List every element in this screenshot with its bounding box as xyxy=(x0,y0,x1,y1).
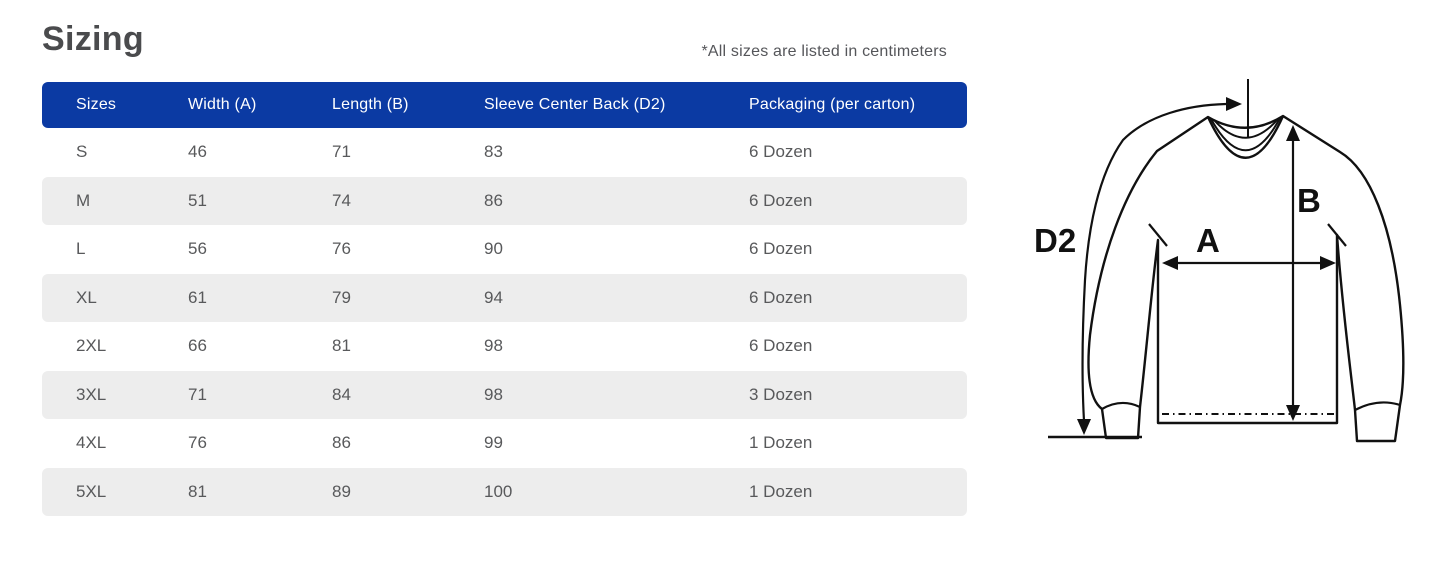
cell-packaging: 6 Dozen xyxy=(749,239,813,259)
table-row: L 56 76 90 6 Dozen xyxy=(42,225,967,274)
collar-rib-arc xyxy=(1213,118,1279,139)
cell-packaging: 1 Dozen xyxy=(749,433,813,453)
cell-packaging: 6 Dozen xyxy=(749,142,813,162)
armpit-tick-right xyxy=(1327,223,1347,247)
armpit-tick-left xyxy=(1148,223,1168,247)
dimension-line-sleeve-center-back xyxy=(1048,97,1242,439)
cell-sleeve: 86 xyxy=(484,190,503,210)
cell-width: 71 xyxy=(188,384,207,404)
page-title: Sizing xyxy=(42,20,144,58)
cell-width: 46 xyxy=(188,142,207,162)
cell-length: 76 xyxy=(332,239,351,259)
cell-size: L xyxy=(76,239,86,259)
table-row: 3XL 71 84 98 3 Dozen xyxy=(42,370,967,419)
cell-width: 56 xyxy=(188,239,207,259)
cell-size: 4XL xyxy=(76,433,107,453)
collar-outer-arc xyxy=(1206,115,1285,159)
cell-packaging: 6 Dozen xyxy=(749,190,813,210)
cell-size: XL xyxy=(76,287,97,307)
cell-width: 66 xyxy=(188,336,207,356)
cell-size: 3XL xyxy=(76,384,107,404)
cuff-seam-right xyxy=(1354,401,1401,411)
column-header-sizes: Sizes xyxy=(76,96,117,113)
label-length: B xyxy=(1297,182,1321,219)
cell-sleeve: 98 xyxy=(484,384,503,404)
cell-size: 2XL xyxy=(76,336,107,356)
cell-sleeve: 98 xyxy=(484,336,503,356)
cuff-seam-left xyxy=(1101,401,1141,410)
units-note: *All sizes are listed in centimeters xyxy=(701,43,947,60)
label-width: A xyxy=(1196,222,1220,259)
column-header-sleeve: Sleeve Center Back (D2) xyxy=(484,96,666,113)
garment-measurement-diagram: A B D2 xyxy=(1020,55,1445,475)
cell-packaging: 6 Dozen xyxy=(749,287,813,307)
cell-width: 61 xyxy=(188,287,207,307)
column-header-width: Width (A) xyxy=(188,96,257,113)
cell-length: 84 xyxy=(332,384,351,404)
cell-size: 5XL xyxy=(76,481,107,501)
cell-size: M xyxy=(76,190,91,210)
cell-packaging: 6 Dozen xyxy=(749,336,813,356)
table-row: XL 61 79 94 6 Dozen xyxy=(42,273,967,322)
cell-length: 81 xyxy=(332,336,351,356)
cell-packaging: 3 Dozen xyxy=(749,384,813,404)
label-sleeve-center-back: D2 xyxy=(1034,222,1076,259)
cell-sleeve: 100 xyxy=(484,481,513,501)
table-header-row: Sizes Width (A) Length (B) Sleeve Center… xyxy=(42,82,967,128)
dimension-arrow-width xyxy=(1162,256,1336,270)
column-header-length: Length (B) xyxy=(332,96,409,113)
cell-length: 86 xyxy=(332,433,351,453)
cell-width: 81 xyxy=(188,481,207,501)
sizing-table: Sizes Width (A) Length (B) Sleeve Center… xyxy=(42,82,967,516)
table-row: S 46 71 83 6 Dozen xyxy=(42,128,967,177)
cell-sleeve: 94 xyxy=(484,287,503,307)
cell-width: 51 xyxy=(188,190,207,210)
cell-length: 79 xyxy=(332,287,351,307)
table-row: 5XL 81 89 100 1 Dozen xyxy=(42,467,967,516)
table-row: M 51 74 86 6 Dozen xyxy=(42,176,967,225)
cell-sleeve: 99 xyxy=(484,433,503,453)
cell-length: 89 xyxy=(332,481,351,501)
cell-length: 71 xyxy=(332,142,351,162)
collar-seam-arc xyxy=(1210,117,1281,152)
table-row: 4XL 76 86 99 1 Dozen xyxy=(42,419,967,468)
cell-size: S xyxy=(76,142,88,162)
column-header-packaging: Packaging (per carton) xyxy=(749,96,916,113)
garment-outline xyxy=(1087,114,1405,443)
cell-packaging: 1 Dozen xyxy=(749,481,813,501)
table-row: 2XL 66 81 98 6 Dozen xyxy=(42,322,967,371)
cell-sleeve: 83 xyxy=(484,142,503,162)
dimension-arrow-length xyxy=(1286,125,1300,421)
cell-sleeve: 90 xyxy=(484,239,503,259)
cell-width: 76 xyxy=(188,433,207,453)
cell-length: 74 xyxy=(332,190,351,210)
